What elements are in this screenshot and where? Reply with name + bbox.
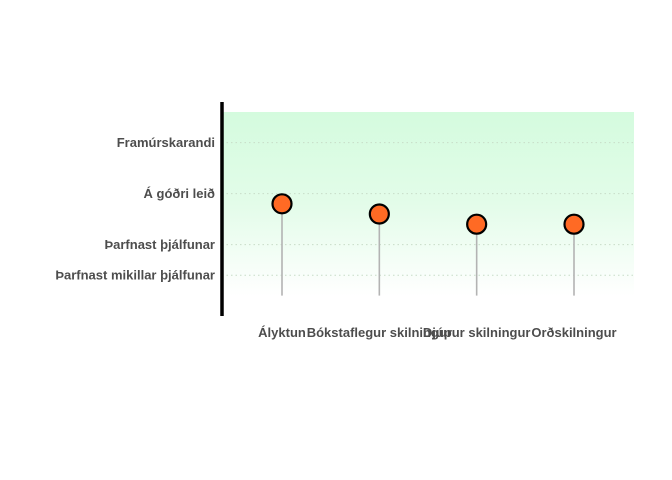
x-tick-label: Djúpur skilningur xyxy=(423,325,531,340)
points xyxy=(271,193,585,235)
y-tick-label: Á góðri leið xyxy=(144,186,216,201)
data-point xyxy=(368,203,390,225)
data-point xyxy=(563,213,585,235)
y-tick-label: Þarfnast mikillar þjálfunar xyxy=(55,268,215,283)
x-tick-label: Orðskilningur xyxy=(531,325,616,340)
y-tick-label: Þarfnast þjálfunar xyxy=(104,237,215,252)
data-point xyxy=(466,213,488,235)
x-tick-label: Bókstaflegur skilningur xyxy=(307,325,452,340)
y-tick-label: Framúrskarandi xyxy=(117,135,215,150)
stems xyxy=(281,203,575,296)
y-axis-labels: Þarfnast mikillar þjálfunar Þarfnast þjál… xyxy=(55,135,215,283)
x-tick-label: Ályktun xyxy=(258,325,306,340)
gridlines xyxy=(222,142,634,276)
data-point xyxy=(271,193,293,215)
